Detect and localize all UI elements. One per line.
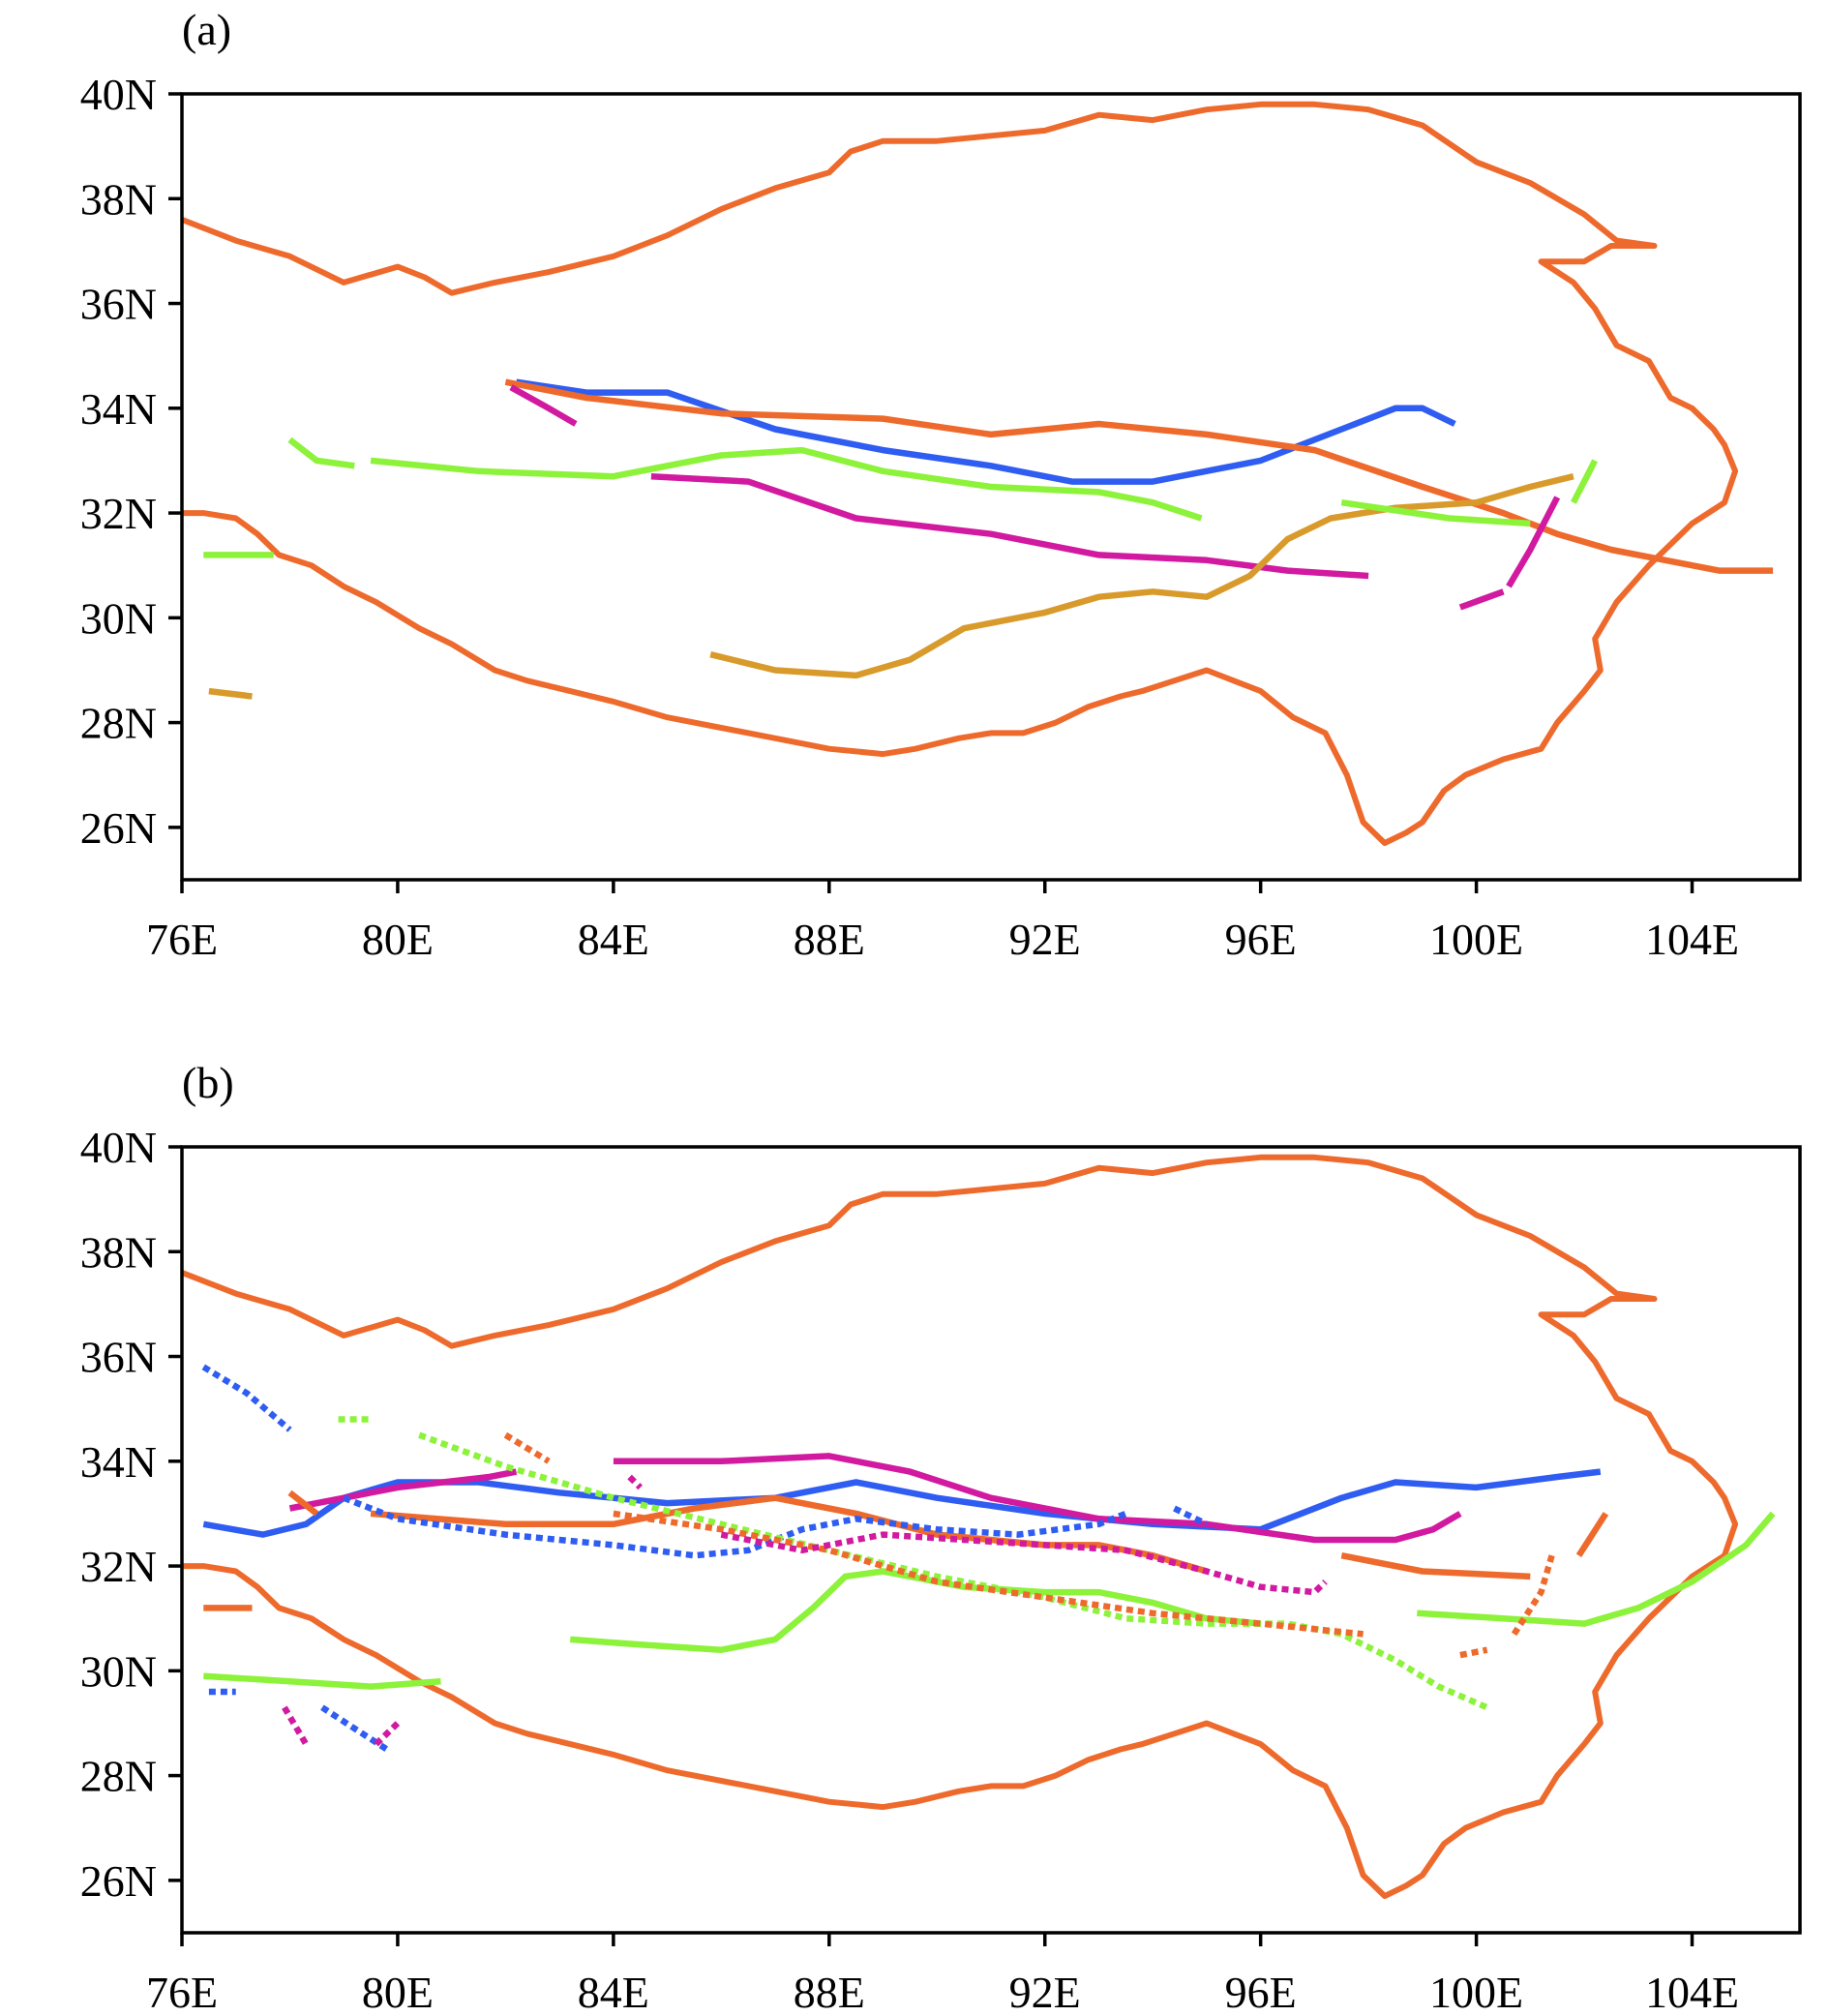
panel-label-b: (b) <box>182 1058 234 1107</box>
track-magenta-dotted <box>282 1705 310 1746</box>
track-green-dotted <box>418 1431 1488 1711</box>
track-green-solid <box>287 436 355 469</box>
track-magenta-solid <box>288 1468 518 1512</box>
y-tick-label: 32N <box>80 1542 157 1591</box>
track-orange-dotted <box>1511 1554 1555 1637</box>
track-blue-dotted <box>343 1494 1127 1559</box>
y-tick-label: 30N <box>80 1646 157 1696</box>
x-tick-label: 84E <box>578 1968 649 2016</box>
track-orange-dotted <box>1459 1646 1488 1659</box>
y-tick-label: 28N <box>80 1752 157 1801</box>
track-orange-dotted <box>613 1510 1364 1638</box>
track-blue-solid <box>516 378 1456 485</box>
y-tick-label: 30N <box>80 593 157 643</box>
y-tick-label: 40N <box>80 1123 157 1172</box>
track-green-solid <box>570 1568 1262 1653</box>
panel-label-a: (a) <box>182 5 231 54</box>
track-orange-solid <box>1340 1552 1531 1580</box>
plateau-boundary <box>182 101 1739 847</box>
plateau-boundary <box>182 1154 1739 1900</box>
x-tick-label: 100E <box>1429 915 1523 964</box>
x-tick-label: 76E <box>146 1968 218 2016</box>
y-tick-label: 34N <box>80 384 157 434</box>
y-tick-label: 38N <box>80 174 157 224</box>
track-green-solid <box>203 1672 441 1690</box>
x-tick-label: 104E <box>1645 915 1739 964</box>
track-magenta-dotted <box>627 1474 643 1490</box>
y-tick-label: 26N <box>80 803 157 853</box>
panel-a: (a) 76E 80E 84E 88E 92E 96E 100E 104E 26N 28N 30N 3… <box>80 5 1802 964</box>
x-tick-label: 100E <box>1429 1968 1523 2016</box>
y-tick-label: 34N <box>80 1437 157 1487</box>
y-tick-label: 26N <box>80 1856 157 1906</box>
track-gold-solid <box>208 687 253 700</box>
track-blue-dotted <box>1173 1505 1209 1527</box>
track-green-solid <box>1340 498 1531 527</box>
plot-frame <box>180 92 1802 882</box>
track-magenta-solid <box>613 1453 1462 1544</box>
panel-b: (b) 76E 80E 84E 88E 92E 96E 100E 104E 26N 28N 30N 3… <box>80 1058 1802 2016</box>
track-orange-solid <box>287 1489 319 1517</box>
x-tick-label: 76E <box>146 915 218 964</box>
plot-area <box>182 1154 1776 1900</box>
plot-area <box>182 101 1774 847</box>
x-tick-label: 88E <box>794 1968 865 2016</box>
x-tick-label: 80E <box>362 915 434 964</box>
track-magenta-dotted <box>374 1721 401 1747</box>
y-tick-label: 28N <box>80 699 157 748</box>
track-blue-dotted <box>201 1364 292 1432</box>
x-tick-label: 84E <box>578 915 649 964</box>
track-gold-solid <box>709 473 1574 679</box>
plot-frame <box>180 1145 1802 1935</box>
track-green-solid <box>1417 1511 1776 1627</box>
track-magenta-dotted <box>720 1531 1328 1596</box>
x-tick-label: 80E <box>362 1968 434 2016</box>
x-tick-label: 104E <box>1645 1968 1739 2016</box>
x-tick-label: 96E <box>1225 1968 1297 2016</box>
track-orange-dotted <box>503 1431 551 1464</box>
y-tick-label: 32N <box>80 489 157 538</box>
x-tick-label: 92E <box>1009 915 1081 964</box>
y-tick-label: 38N <box>80 1227 157 1277</box>
track-magenta-solid <box>1458 588 1505 611</box>
x-tick-label: 92E <box>1009 1968 1081 2016</box>
track-magenta-solid <box>509 384 578 427</box>
track-green-solid <box>370 446 1203 522</box>
track-orange-solid <box>1575 1512 1609 1557</box>
y-tick-label: 40N <box>80 70 157 119</box>
track-magenta-solid <box>1506 496 1561 588</box>
y-tick-label: 36N <box>80 280 157 329</box>
track-magenta-solid <box>650 472 1369 580</box>
y-tick-label: 36N <box>80 1333 157 1382</box>
x-tick-label: 96E <box>1225 915 1297 964</box>
track-orange-solid <box>504 378 1774 574</box>
x-tick-label: 88E <box>794 915 865 964</box>
track-green-solid <box>1571 459 1599 504</box>
